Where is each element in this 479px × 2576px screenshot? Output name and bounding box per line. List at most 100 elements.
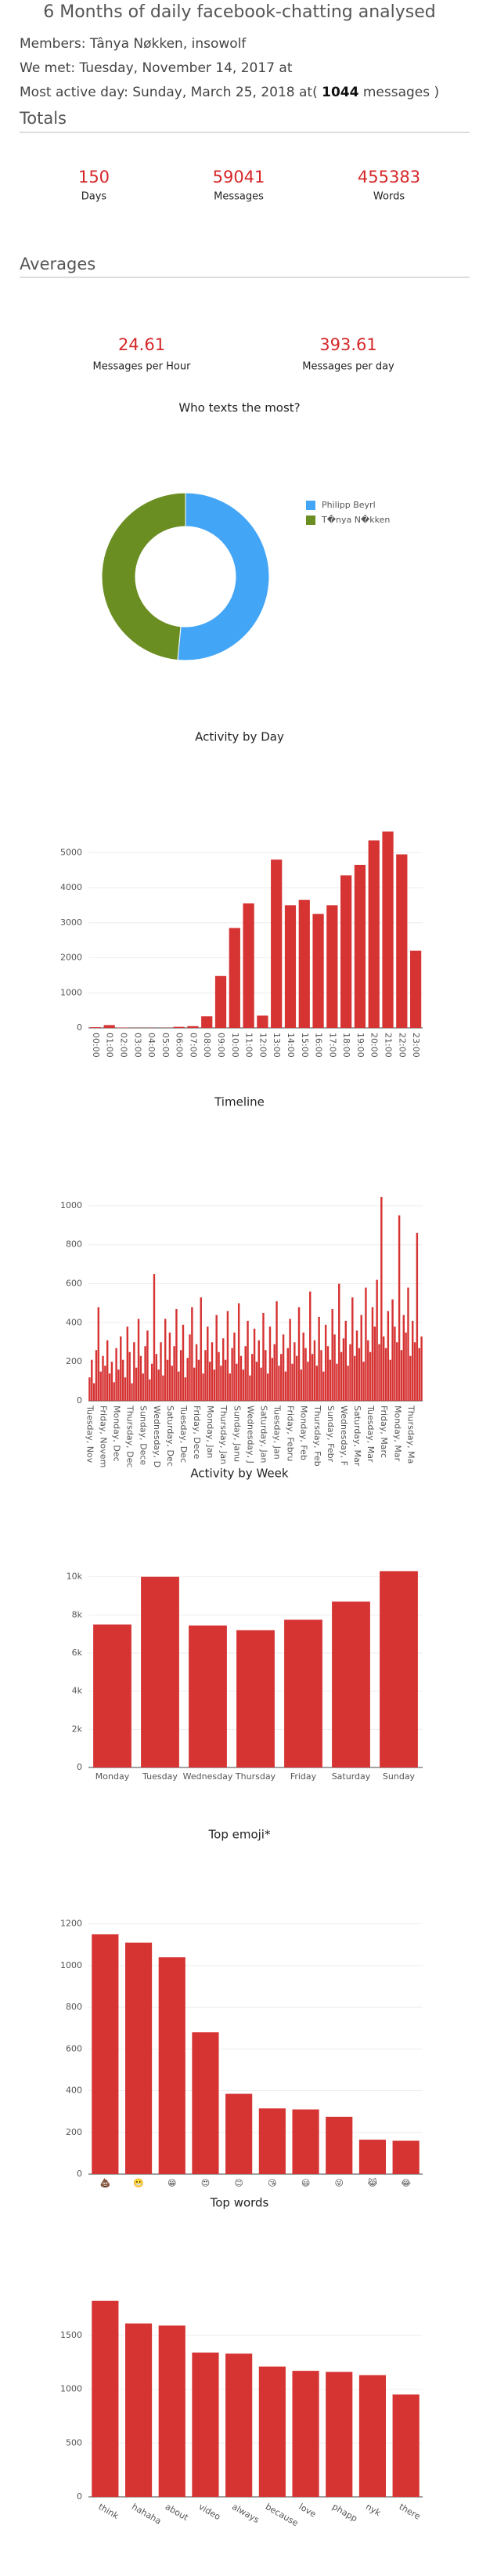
bar (365, 1287, 367, 1401)
bar (128, 1351, 131, 1401)
bar (149, 1379, 151, 1401)
y-tick-label: 600 (66, 2043, 82, 2053)
x-tick-label: Sunday, Dece (139, 1406, 149, 1465)
x-tick-label: Monday, Mar (392, 1406, 402, 1462)
x-tick-label: 00:00 (91, 1033, 101, 1058)
bar (207, 1326, 209, 1401)
bar (420, 1336, 423, 1401)
bar (213, 1369, 216, 1401)
x-tick-label: Tuesday, Jan (272, 1405, 283, 1460)
bar (338, 1283, 340, 1401)
bar (103, 1025, 115, 1028)
x-tick-label: 16:00 (314, 1033, 324, 1058)
y-tick-label: 1000 (60, 987, 82, 997)
bar (162, 1375, 164, 1401)
bar (92, 2300, 119, 2497)
bar (313, 1340, 316, 1401)
bar (298, 899, 310, 1028)
bar (302, 1332, 304, 1401)
stat-label: Days (81, 191, 107, 203)
chart-title: Activity by Day (195, 730, 284, 744)
bar (124, 2323, 153, 2497)
bar (92, 1383, 95, 1401)
bar (297, 1307, 301, 1401)
x-tick-label: about (164, 2502, 191, 2523)
x-tick-label: because (264, 2502, 301, 2528)
x-tick-label: Thursday, Feb (312, 1405, 322, 1467)
bar (376, 1279, 378, 1401)
bar (249, 1375, 251, 1401)
y-tick-label: 0 (77, 2491, 82, 2502)
x-tick-label: 😂 (401, 2178, 411, 2188)
y-tick-label: 1000 (60, 2384, 82, 2394)
bar (258, 2108, 286, 2174)
bar (380, 1571, 418, 1767)
bar (189, 1334, 191, 1401)
x-tick-label: Thursday, Jan (218, 1405, 229, 1464)
bar (178, 1371, 180, 1401)
x-tick-label: Friday, Febru (286, 1406, 296, 1461)
x-tick-label: Tuesday, Mar (366, 1405, 376, 1463)
bar (358, 2140, 387, 2174)
bar (166, 1359, 169, 1401)
bar (236, 1630, 275, 1767)
bar (294, 1342, 296, 1401)
bar (142, 1373, 144, 1401)
bar (413, 1342, 416, 1401)
bar (398, 1215, 401, 1401)
bar (367, 1340, 369, 1401)
bar (416, 1232, 419, 1401)
bar (124, 1377, 127, 1401)
bar (284, 905, 297, 1028)
bar (396, 854, 408, 1028)
stat-label: Messages per Hour (93, 361, 192, 373)
y-tick-label: 0 (77, 2169, 82, 2179)
bar (405, 1332, 407, 1401)
bar (358, 2375, 387, 2497)
bar (158, 2325, 185, 2497)
bar (93, 1624, 131, 1767)
bar (391, 1299, 394, 1401)
bar (380, 1196, 383, 1401)
x-tick-label: 💩 (99, 2178, 110, 2188)
x-tick-label: 15:00 (300, 1033, 310, 1058)
bar (186, 1358, 189, 1401)
bar (191, 1307, 193, 1401)
bar (215, 1315, 218, 1401)
x-tick-label: Sunday, Febr (326, 1406, 336, 1463)
x-tick-label: Friday, Novem (99, 1406, 109, 1467)
y-tick-label: 8k (72, 1609, 83, 1619)
bar (409, 1355, 412, 1401)
y-tick-label: 4k (72, 1686, 83, 1696)
x-tick-label: Sunday, Janu (232, 1406, 242, 1462)
stat-label: Messages (214, 191, 264, 203)
bar (224, 1359, 227, 1401)
bar (95, 1350, 98, 1401)
bar (124, 1942, 153, 2174)
y-tick-label: 5000 (60, 847, 82, 857)
bar (244, 1346, 247, 1401)
bar (278, 1366, 280, 1401)
x-tick-label: Saturday, Mar (352, 1406, 362, 1467)
x-tick-label: 09:00 (216, 1033, 226, 1058)
bar (247, 1320, 249, 1401)
x-tick-label: 😹 (368, 2178, 378, 2188)
bar (351, 1297, 354, 1401)
y-tick-label: 0 (77, 1022, 82, 1033)
bar (117, 1369, 120, 1401)
x-tick-label: Tuesday (142, 1771, 178, 1782)
x-tick-label: Thursday, Ma (405, 1405, 416, 1463)
most-active-count: 1044 (322, 85, 358, 100)
chart-title: Top words (210, 2196, 269, 2210)
bar (332, 1601, 370, 1767)
stat-value: 393.61 (319, 335, 376, 354)
bar (201, 1016, 213, 1028)
stat-label: Messages per day (302, 361, 394, 373)
bar (340, 875, 352, 1028)
x-tick-label: 11:00 (244, 1033, 254, 1058)
x-tick-label: Tuesday, Nov (85, 1405, 95, 1463)
bar (184, 1377, 187, 1401)
x-tick-label: 13:00 (272, 1033, 282, 1058)
x-tick-label: Monday, Feb (299, 1406, 309, 1460)
bar (253, 1328, 256, 1401)
